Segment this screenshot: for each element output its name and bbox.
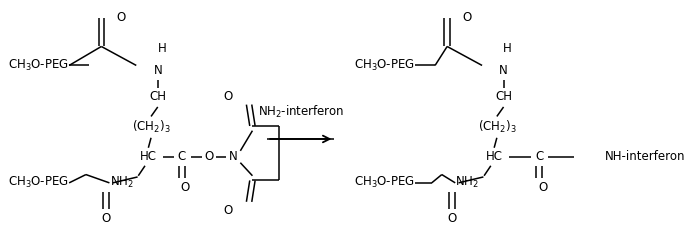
- Text: O: O: [180, 181, 189, 194]
- Text: O: O: [447, 212, 456, 225]
- Text: N: N: [230, 150, 238, 163]
- Text: N: N: [153, 64, 162, 77]
- Text: CH$_3$O-PEG: CH$_3$O-PEG: [8, 175, 69, 190]
- Text: O: O: [117, 12, 126, 24]
- Text: O: O: [204, 150, 214, 163]
- Text: CH$_3$O-PEG: CH$_3$O-PEG: [8, 58, 69, 73]
- Text: O: O: [223, 90, 232, 103]
- Text: NH-interferon: NH-interferon: [605, 150, 685, 163]
- Text: C: C: [535, 150, 543, 163]
- Text: O: O: [463, 12, 472, 24]
- Text: O: O: [538, 181, 547, 194]
- Text: NH$_2$: NH$_2$: [456, 175, 480, 190]
- Text: (CH$_2$)$_3$: (CH$_2$)$_3$: [132, 119, 170, 135]
- Text: H: H: [158, 42, 166, 55]
- Text: O: O: [223, 204, 232, 217]
- Text: (CH$_2$)$_3$: (CH$_2$)$_3$: [477, 119, 516, 135]
- Text: NH$_2$-interferon: NH$_2$-interferon: [258, 104, 344, 120]
- Text: CH$_3$O-PEG: CH$_3$O-PEG: [354, 58, 415, 73]
- Text: CH: CH: [495, 90, 512, 103]
- Text: HC: HC: [486, 150, 503, 163]
- Text: NH$_2$: NH$_2$: [110, 175, 134, 190]
- Text: CH$_3$O-PEG: CH$_3$O-PEG: [354, 175, 415, 190]
- Text: N: N: [499, 64, 508, 77]
- Text: O: O: [102, 212, 111, 225]
- Text: C: C: [178, 150, 186, 163]
- Text: HC: HC: [140, 150, 157, 163]
- Text: H: H: [503, 42, 512, 55]
- Text: CH: CH: [149, 90, 167, 103]
